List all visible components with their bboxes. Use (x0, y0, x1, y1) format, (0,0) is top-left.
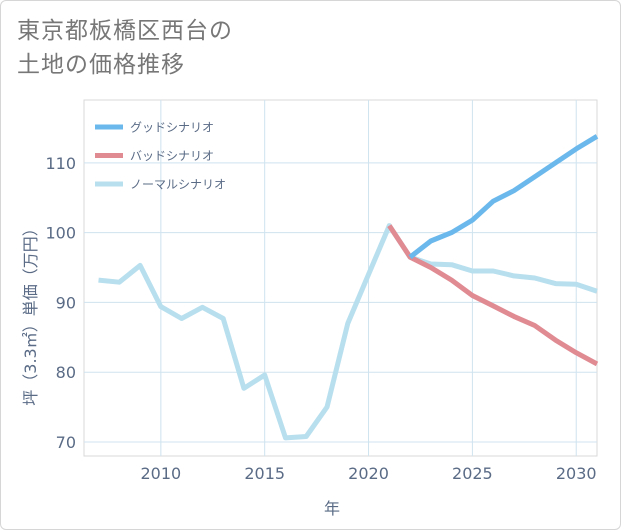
legend-label-normal: ノーマルシナリオ (130, 178, 226, 192)
series-line-good (408, 134, 599, 260)
y-axis-label: 坪（3.3㎡）単価（万円） (21, 220, 40, 405)
x-tick-label: 2020 (348, 464, 389, 483)
y-tick-label: 110 (45, 154, 76, 173)
y-tick-label: 70 (56, 433, 76, 452)
y-tick-label: 90 (56, 293, 76, 312)
title-line-1: 東京都板橋区西台の (17, 18, 233, 44)
x-tick-label: 2010 (140, 464, 181, 483)
x-tick-label: 2025 (452, 464, 493, 483)
legend-label-bad: バッドシナリオ (130, 149, 214, 163)
grid-lines (84, 100, 597, 456)
x-axis-ticks: 2010 2015 2020 2025 2030 (140, 464, 596, 483)
series-lines (98, 134, 599, 441)
legend-label-good: グッドシナリオ (130, 121, 214, 135)
plot-area (83, 99, 598, 457)
title-line-2: 土地の価格推移 (17, 52, 185, 78)
series-line-bad (387, 224, 599, 367)
series-line-normal (98, 223, 598, 441)
y-axis-ticks: 70 80 90 100 110 (45, 154, 76, 452)
chart-title: 東京都板橋区西台の 土地の価格推移 (17, 14, 233, 82)
y-tick-label: 100 (45, 224, 76, 243)
y-tick-label: 80 (56, 363, 76, 382)
x-tick-label: 2030 (556, 464, 597, 483)
x-tick-label: 2015 (244, 464, 285, 483)
x-axis-label: 年 (324, 499, 340, 518)
